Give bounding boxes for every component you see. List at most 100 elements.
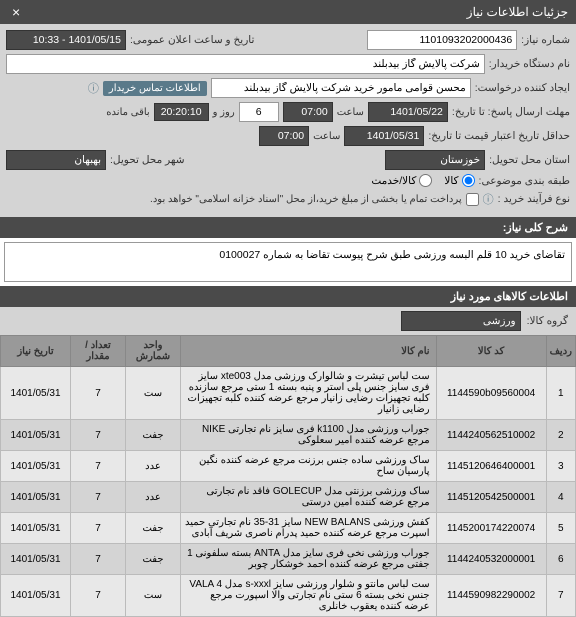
response-deadline-date[interactable] bbox=[368, 102, 448, 122]
response-deadline-time[interactable] bbox=[283, 102, 333, 122]
cell-date: 1401/05/31 bbox=[1, 513, 71, 544]
cell-code: 1145120646400001 bbox=[436, 451, 546, 482]
cell-idx: 5 bbox=[546, 513, 575, 544]
col-code: کد کالا bbox=[436, 336, 546, 367]
table-row[interactable]: 11144590b09560004ست لباس تیشرت و شالوارک… bbox=[1, 367, 576, 420]
cell-idx: 2 bbox=[546, 420, 575, 451]
province-label: استان محل تحویل: bbox=[489, 154, 570, 166]
cell-name: ست لباس مانتو و شلوار ورزشی سایز s-xxxl … bbox=[181, 575, 437, 617]
topic-goods-label: کالا bbox=[444, 175, 458, 187]
cell-date: 1401/05/31 bbox=[1, 482, 71, 513]
buyer-name-input[interactable] bbox=[6, 54, 485, 74]
cell-qty: 7 bbox=[71, 544, 126, 575]
window-title: جزئیات اطلاعات نیاز bbox=[467, 5, 568, 19]
cell-unit: جفت bbox=[126, 544, 181, 575]
requester-label: ایجاد کننده درخواست: bbox=[475, 82, 570, 94]
city-input[interactable] bbox=[6, 150, 106, 170]
cell-idx: 4 bbox=[546, 482, 575, 513]
cell-qty: 7 bbox=[71, 513, 126, 544]
cell-idx: 1 bbox=[546, 367, 575, 420]
city-label: شهر محل تحویل: bbox=[110, 154, 185, 166]
table-row[interactable]: 51145200174220074کفش ورزشی NEW BALANS سا… bbox=[1, 513, 576, 544]
cell-name: جوراب ورزشی نخی فری سایز مدل ANTA بسته س… bbox=[181, 544, 437, 575]
cell-name: ست لباس تیشرت و شالوارک ورزشی مدل xte003… bbox=[181, 367, 437, 420]
need-number-input[interactable] bbox=[367, 30, 517, 50]
days-label: روز و bbox=[213, 107, 235, 118]
cell-code: 1144240532000001 bbox=[436, 544, 546, 575]
group-input[interactable] bbox=[401, 311, 521, 331]
cell-code: 1145120542500001 bbox=[436, 482, 546, 513]
cell-code: 1144240562510002 bbox=[436, 420, 546, 451]
validity-label: حداقل تاریخ اعتبار قیمت تا تاریخ: bbox=[428, 130, 570, 142]
cell-qty: 7 bbox=[71, 420, 126, 451]
purchase-type-note: پرداخت تمام یا بخشی از مبلغ خرید،از محل … bbox=[150, 194, 462, 205]
items-section-header: اطلاعات کالاهای مورد نیاز bbox=[0, 286, 576, 307]
topic-goods-radio[interactable] bbox=[462, 174, 475, 187]
public-announce-input[interactable] bbox=[6, 30, 126, 50]
cell-date: 1401/05/31 bbox=[1, 544, 71, 575]
col-idx: ردیف bbox=[546, 336, 575, 367]
validity-date[interactable] bbox=[344, 126, 424, 146]
topic-service-radio[interactable] bbox=[419, 174, 432, 187]
cell-code: 1144590982290002 bbox=[436, 575, 546, 617]
cell-name: جوراب ورزشی مدل k1100 فری سایز نام تجارت… bbox=[181, 420, 437, 451]
cell-date: 1401/05/31 bbox=[1, 420, 71, 451]
buyer-contact-badge[interactable]: اطلاعات تماس خریدار bbox=[103, 81, 207, 96]
public-announce-label: تاریخ و ساعت اعلان عمومی: bbox=[130, 34, 254, 46]
cell-unit: عدد bbox=[126, 482, 181, 513]
validity-time[interactable] bbox=[259, 126, 309, 146]
cell-idx: 3 bbox=[546, 451, 575, 482]
items-table: ردیف کد کالا نام کالا واحد شمارش تعداد /… bbox=[0, 335, 576, 617]
form-panel: شماره نیاز: تاریخ و ساعت اعلان عمومی: نا… bbox=[0, 24, 576, 217]
cell-date: 1401/05/31 bbox=[1, 451, 71, 482]
cell-qty: 7 bbox=[71, 451, 126, 482]
time-label-2: ساعت bbox=[313, 131, 340, 142]
cell-idx: 7 bbox=[546, 575, 575, 617]
window-header: جزئیات اطلاعات نیاز × bbox=[0, 0, 576, 24]
info-icon-2[interactable]: ⓘ bbox=[483, 191, 494, 207]
province-input[interactable] bbox=[385, 150, 485, 170]
cell-unit: جفت bbox=[126, 513, 181, 544]
days-input[interactable] bbox=[239, 102, 279, 122]
need-number-label: شماره نیاز: bbox=[521, 34, 570, 46]
table-row[interactable]: 61144240532000001جوراب ورزشی نخی فری سای… bbox=[1, 544, 576, 575]
cell-code: 1145200174220074 bbox=[436, 513, 546, 544]
table-row[interactable]: 21144240562510002جوراب ورزشی مدل k1100 ف… bbox=[1, 420, 576, 451]
buyer-name-label: نام دستگاه خریدار: bbox=[489, 58, 570, 70]
col-unit: واحد شمارش bbox=[126, 336, 181, 367]
topic-goods-option[interactable]: کالا bbox=[444, 174, 474, 187]
purchase-type-checkbox[interactable] bbox=[466, 193, 479, 206]
topic-service-label: کالا/خدمت bbox=[371, 175, 416, 187]
cell-date: 1401/05/31 bbox=[1, 367, 71, 420]
countdown-badge: 20:20:10 bbox=[154, 103, 209, 121]
cell-qty: 7 bbox=[71, 367, 126, 420]
description-header: شرح کلی نیاز: bbox=[0, 217, 576, 238]
cell-qty: 7 bbox=[71, 482, 126, 513]
requester-input[interactable] bbox=[211, 78, 471, 98]
topic-service-option[interactable]: کالا/خدمت bbox=[371, 174, 432, 187]
table-row[interactable]: 31145120646400001ساک ورزشی ساده جنس برزن… bbox=[1, 451, 576, 482]
table-row[interactable]: 71144590982290002ست لباس مانتو و شلوار و… bbox=[1, 575, 576, 617]
remaining-label: باقی مانده bbox=[106, 107, 149, 118]
description-text: تقاضای خرید 10 قلم البسه ورزشی طبق شرح پ… bbox=[4, 242, 572, 282]
time-label-1: ساعت bbox=[337, 107, 364, 118]
topic-radio-group: کالا کالا/خدمت bbox=[371, 174, 474, 187]
group-label: گروه کالا: bbox=[527, 315, 568, 327]
table-row[interactable]: 41145120542500001ساک ورزشی برزنتی مدل GO… bbox=[1, 482, 576, 513]
col-name: نام کالا bbox=[181, 336, 437, 367]
cell-idx: 6 bbox=[546, 544, 575, 575]
cell-date: 1401/05/31 bbox=[1, 575, 71, 617]
cell-unit: عدد bbox=[126, 451, 181, 482]
cell-unit: جفت bbox=[126, 420, 181, 451]
response-deadline-label: مهلت ارسال پاسخ: تا تاریخ: bbox=[452, 106, 570, 118]
cell-unit: ست bbox=[126, 575, 181, 617]
cell-name: کفش ورزشی NEW BALANS سایز 31-35 نام تجار… bbox=[181, 513, 437, 544]
group-row: گروه کالا: bbox=[0, 307, 576, 335]
info-icon[interactable]: ⓘ bbox=[88, 80, 99, 96]
purchase-type-label: نوع فرآیند خرید : bbox=[498, 193, 570, 205]
cell-code: 1144590b09560004 bbox=[436, 367, 546, 420]
close-button[interactable]: × bbox=[8, 4, 24, 20]
col-date: تاریخ نیاز bbox=[1, 336, 71, 367]
topic-label: طبقه بندی موضوعی: bbox=[479, 175, 570, 187]
col-qty: تعداد / مقدار bbox=[71, 336, 126, 367]
